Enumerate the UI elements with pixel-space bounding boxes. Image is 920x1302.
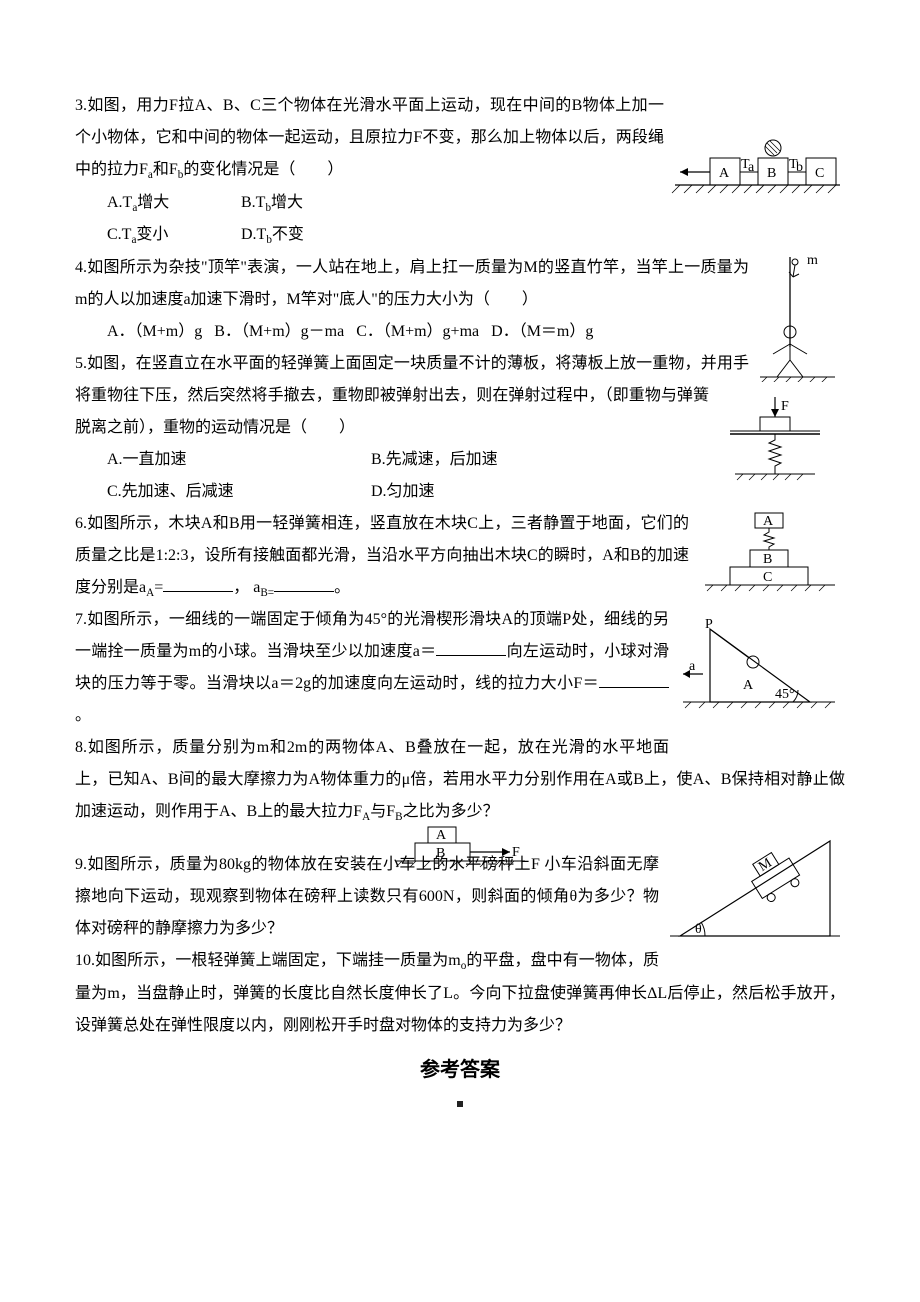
q9-svg: θ M <box>665 821 845 951</box>
q7-tail: 。 <box>75 707 91 724</box>
q7-blank2 <box>599 672 669 688</box>
q4-optC: C．（M+m）g+ma <box>356 323 479 340</box>
q4-optA: A．（M+m）g <box>107 323 202 340</box>
q6-tail: 。 <box>334 579 350 596</box>
q5-figure: F <box>715 394 845 506</box>
svg-text:C: C <box>815 166 824 181</box>
q6-figure: A B C <box>695 508 845 610</box>
q3-tail: 的变化情况是（ ） <box>183 161 343 178</box>
q6-subB: B= <box>260 587 274 599</box>
q6-sep: ， a <box>233 579 260 596</box>
svg-text:45°: 45° <box>775 687 795 702</box>
svg-text:F: F <box>512 845 520 860</box>
q4-text: 4.如图所示为杂技"顶竿"表演，一人站在地上，肩上扛一质量为M的竖直竹竿，当竿上… <box>75 252 845 316</box>
q3-options-row2: C.Ta变小 D.Tb不变 <box>75 219 845 252</box>
svg-text:A: A <box>719 166 730 181</box>
svg-text:F: F <box>781 399 789 414</box>
svg-text:A: A <box>436 828 447 843</box>
svg-text:B: B <box>763 552 772 567</box>
svg-text:θ: θ <box>695 922 702 937</box>
q3-svg: A B C Ta Tb <box>670 130 845 200</box>
q3-mid: 和F <box>153 161 178 178</box>
q8-figure: A B F <box>380 821 540 876</box>
q4-optD: D．（M＝m）g <box>491 323 593 340</box>
q3-optD: D.Tb不变 <box>241 219 371 252</box>
q5-optA: A.一直加速 <box>107 444 367 476</box>
svg-text:B: B <box>436 846 445 861</box>
q6-eq: = <box>154 579 163 596</box>
svg-text:a: a <box>748 160 755 175</box>
q3-optC: C.Ta变小 <box>107 219 237 252</box>
svg-text:A: A <box>763 514 774 529</box>
q7-figure: P A 45° a <box>675 614 845 736</box>
q5-optC: C.先加速、后减速 <box>107 476 367 508</box>
q4-options: A．（M+m）g B．（M+m）g－ma C．（M+m）g+ma D．（M＝m）… <box>75 316 845 348</box>
q6-subA: A <box>146 587 154 599</box>
page-ornament <box>75 1092 845 1124</box>
svg-text:C: C <box>763 570 772 585</box>
q7-svg: P A 45° a <box>675 614 845 724</box>
q5-optD: D.匀加速 <box>371 476 501 508</box>
q6-blank2 <box>274 576 334 592</box>
svg-text:M: M <box>756 855 775 875</box>
q7-blank1 <box>436 640 506 656</box>
q8-mid: 与F <box>370 803 395 820</box>
svg-text:B: B <box>767 166 776 181</box>
q3-figure: A B C Ta Tb <box>670 130 845 212</box>
q6-svg: A B C <box>695 508 845 598</box>
q3-optA: A.Ta增大 <box>107 187 237 220</box>
q8-text: 8.如图所示，质量分别为m和2m的两物体A、B叠放在一起，放在光滑的水平地面上，… <box>75 732 845 829</box>
q4-svg: m <box>755 252 845 382</box>
answers-title: 参考答案 <box>75 1050 845 1090</box>
svg-text:A: A <box>743 678 754 693</box>
q9-figure: θ M <box>665 821 845 963</box>
q4-optB: B．（M+m）g－ma <box>214 323 344 340</box>
q5-svg: F <box>715 394 845 494</box>
q10-body1: 10.如图所示，一根轻弹簧上端固定，下端挂一质量为m <box>75 952 461 969</box>
svg-text:a: a <box>689 659 696 674</box>
svg-text:m: m <box>807 253 818 268</box>
q6-blank1 <box>163 576 233 592</box>
q5-optB: B.先减速，后加速 <box>371 444 501 476</box>
q3-optB: B.Tb增大 <box>241 187 371 220</box>
svg-text:P: P <box>705 617 713 632</box>
q4-figure: m <box>755 252 845 394</box>
svg-text:b: b <box>796 160 803 175</box>
q8-tail: 之比为多少？ <box>403 803 499 820</box>
